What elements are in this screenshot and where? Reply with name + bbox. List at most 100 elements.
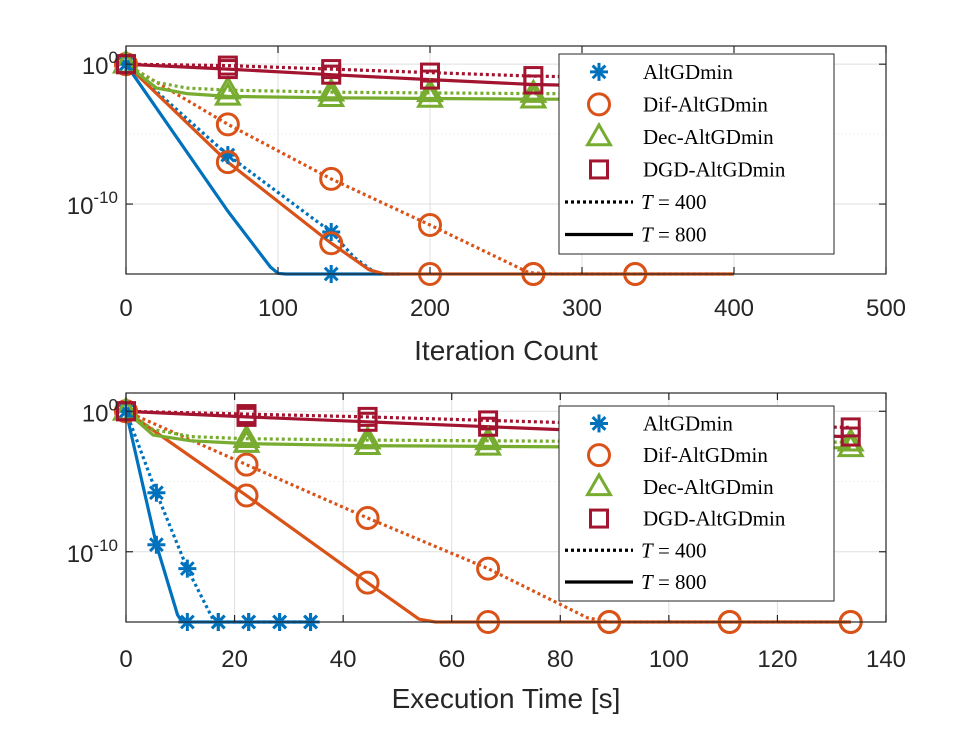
legend-marker-altgdmin — [590, 414, 608, 433]
marker-dgd-altgdmin-t800 — [523, 74, 544, 95]
legend-var: T — [641, 190, 654, 214]
marker-dec-altgdmin-t800 — [519, 84, 548, 109]
x-axis-label: Execution Time [s] — [392, 683, 621, 714]
legend-rest: = 400 — [653, 190, 707, 214]
x-tick-label: 60 — [438, 646, 465, 673]
legend-var: T — [641, 538, 654, 562]
marker-dec-altgdmin-t800 — [232, 428, 261, 453]
marker-dec-altgdmin-t400 — [474, 425, 503, 451]
marker-dif-altgdmin-t800 — [215, 150, 240, 175]
legend-label: Dec-AltGDmin — [643, 125, 774, 149]
y-tick-base: 10 — [82, 400, 109, 427]
legend-marker-dgd-altgdmin — [589, 159, 609, 180]
legend: AltGDmin Dif-AltGDmin Dec-AltGDmin DGD-AltG… — [558, 405, 835, 602]
x-tick-label: 80 — [547, 646, 574, 673]
marker-dec-altgdmin-t800 — [474, 431, 503, 456]
marker-altgdmin-t400 — [178, 559, 197, 578]
y-tick-base: 10 — [67, 541, 94, 568]
x-tick-label: 0 — [119, 646, 132, 673]
marker-dif-altgdmin-t400 — [476, 556, 501, 581]
x-tick-label: 100 — [258, 295, 298, 322]
y-tick-exponent: -10 — [93, 188, 118, 207]
marker-dgd-altgdmin-t800 — [217, 59, 238, 80]
legend: AltGDmin Dif-AltGDmin Dec-AltGDmin DGD-AltG… — [558, 53, 835, 255]
legend-label: AltGDmin — [643, 411, 733, 435]
marker-dec-altgdmin-t400 — [213, 75, 242, 100]
legend-label: Dif-AltGDmin — [643, 92, 768, 116]
legend-label: T = 800 — [641, 570, 707, 594]
marker-altgdmin-t800 — [147, 535, 166, 554]
legend-marker-dec-altgdmin — [585, 121, 613, 147]
marker-altgdmin-t400-stroke — [148, 485, 164, 501]
y-tick-exponent: -10 — [93, 536, 118, 555]
legend-marker-dgd-altgdmin — [589, 508, 609, 529]
marker-dif-altgdmin-t800 — [319, 231, 344, 256]
marker-dgd-altgdmin-t800 — [840, 426, 861, 447]
marker-dgd-altgdmin-t800 — [236, 406, 257, 427]
legend-label: AltGDmin — [643, 60, 733, 84]
x-tick-label: 400 — [714, 295, 754, 322]
x-tick-label: 120 — [757, 646, 797, 673]
legend-label: T = 400 — [641, 538, 707, 562]
x-tick-label: 200 — [410, 295, 450, 322]
x-tick-label: 20 — [221, 646, 248, 673]
y-tick-label: 10-10 — [67, 188, 118, 220]
marker-dif-altgdmin-t400 — [418, 213, 442, 238]
legend-marker-dec-altgdmin — [585, 471, 613, 497]
marker-dec-altgdmin-t400 — [519, 78, 548, 103]
axes-box — [125, 45, 887, 275]
marker-dif-altgdmin-t400 — [355, 506, 380, 531]
marker-dec-altgdmin-t800 — [416, 83, 444, 108]
x-tick-label: 0 — [119, 295, 132, 322]
y-tick-exponent: 0 — [109, 395, 118, 414]
legend-var: T — [641, 222, 654, 246]
x-tick-label: 140 — [866, 646, 906, 673]
marker-dif-altgdmin-t800 — [234, 483, 259, 508]
marker-dec-altgdmin-t800 — [213, 81, 242, 106]
series-line-dgd-altgdmin-t400 — [125, 62, 735, 82]
marker-dec-altgdmin-t800 — [317, 82, 346, 108]
y-tick-label: 100 — [82, 395, 118, 427]
legend-rest: = 800 — [653, 570, 707, 594]
marker-dif-altgdmin-t400 — [319, 166, 344, 191]
legend-box — [558, 53, 835, 255]
legend-rest: = 400 — [653, 538, 707, 562]
marker-dec-altgdmin-t400 — [836, 427, 865, 452]
x-tick-label: 40 — [330, 646, 357, 673]
y-tick-label: 10-10 — [67, 536, 118, 568]
marker-dec-altgdmin-t400 — [353, 425, 382, 450]
marker-dgd-altgdmin-t800 — [357, 411, 378, 432]
series-line-dec-altgdmin-t800 — [125, 62, 734, 101]
legend-box — [558, 405, 835, 602]
x-axis-label: Iteration Count — [414, 335, 598, 366]
legend-marker-altgdmin-stroke — [591, 416, 607, 431]
legend-rest: = 800 — [653, 222, 707, 246]
legend-marker-altgdmin-stroke — [591, 64, 607, 80]
marker-dec-altgdmin-t800 — [353, 430, 382, 455]
legend-marker-altgdmin — [590, 62, 608, 81]
x-tick-label: 500 — [866, 295, 906, 322]
y-tick-base: 10 — [67, 193, 94, 220]
axes-box — [125, 392, 887, 623]
legend-var: T — [641, 570, 654, 594]
x-tick-label: 100 — [649, 646, 689, 673]
legend-label: DGD-AltGDmin — [643, 157, 786, 181]
marker-dgd-altgdmin-t800 — [420, 69, 440, 90]
marker-altgdmin-t400-stroke — [179, 561, 195, 577]
marker-dif-altgdmin-t400 — [215, 112, 240, 137]
y-tick-base: 10 — [82, 53, 109, 80]
legend-marker-dif-altgdmin — [587, 443, 611, 468]
legend-label: Dec-AltGDmin — [643, 475, 774, 499]
marker-altgdmin-t400 — [147, 483, 166, 502]
legend-label: DGD-AltGDmin — [643, 507, 786, 531]
x-tick-label: 300 — [562, 295, 602, 322]
marker-altgdmin-t400-stroke — [220, 147, 236, 163]
legend-label: Dif-AltGDmin — [643, 443, 768, 467]
y-tick-label: 100 — [82, 48, 118, 80]
y-tick-exponent: 0 — [109, 48, 118, 67]
legend-label: T = 400 — [641, 190, 707, 214]
marker-dec-altgdmin-t400 — [416, 77, 444, 103]
